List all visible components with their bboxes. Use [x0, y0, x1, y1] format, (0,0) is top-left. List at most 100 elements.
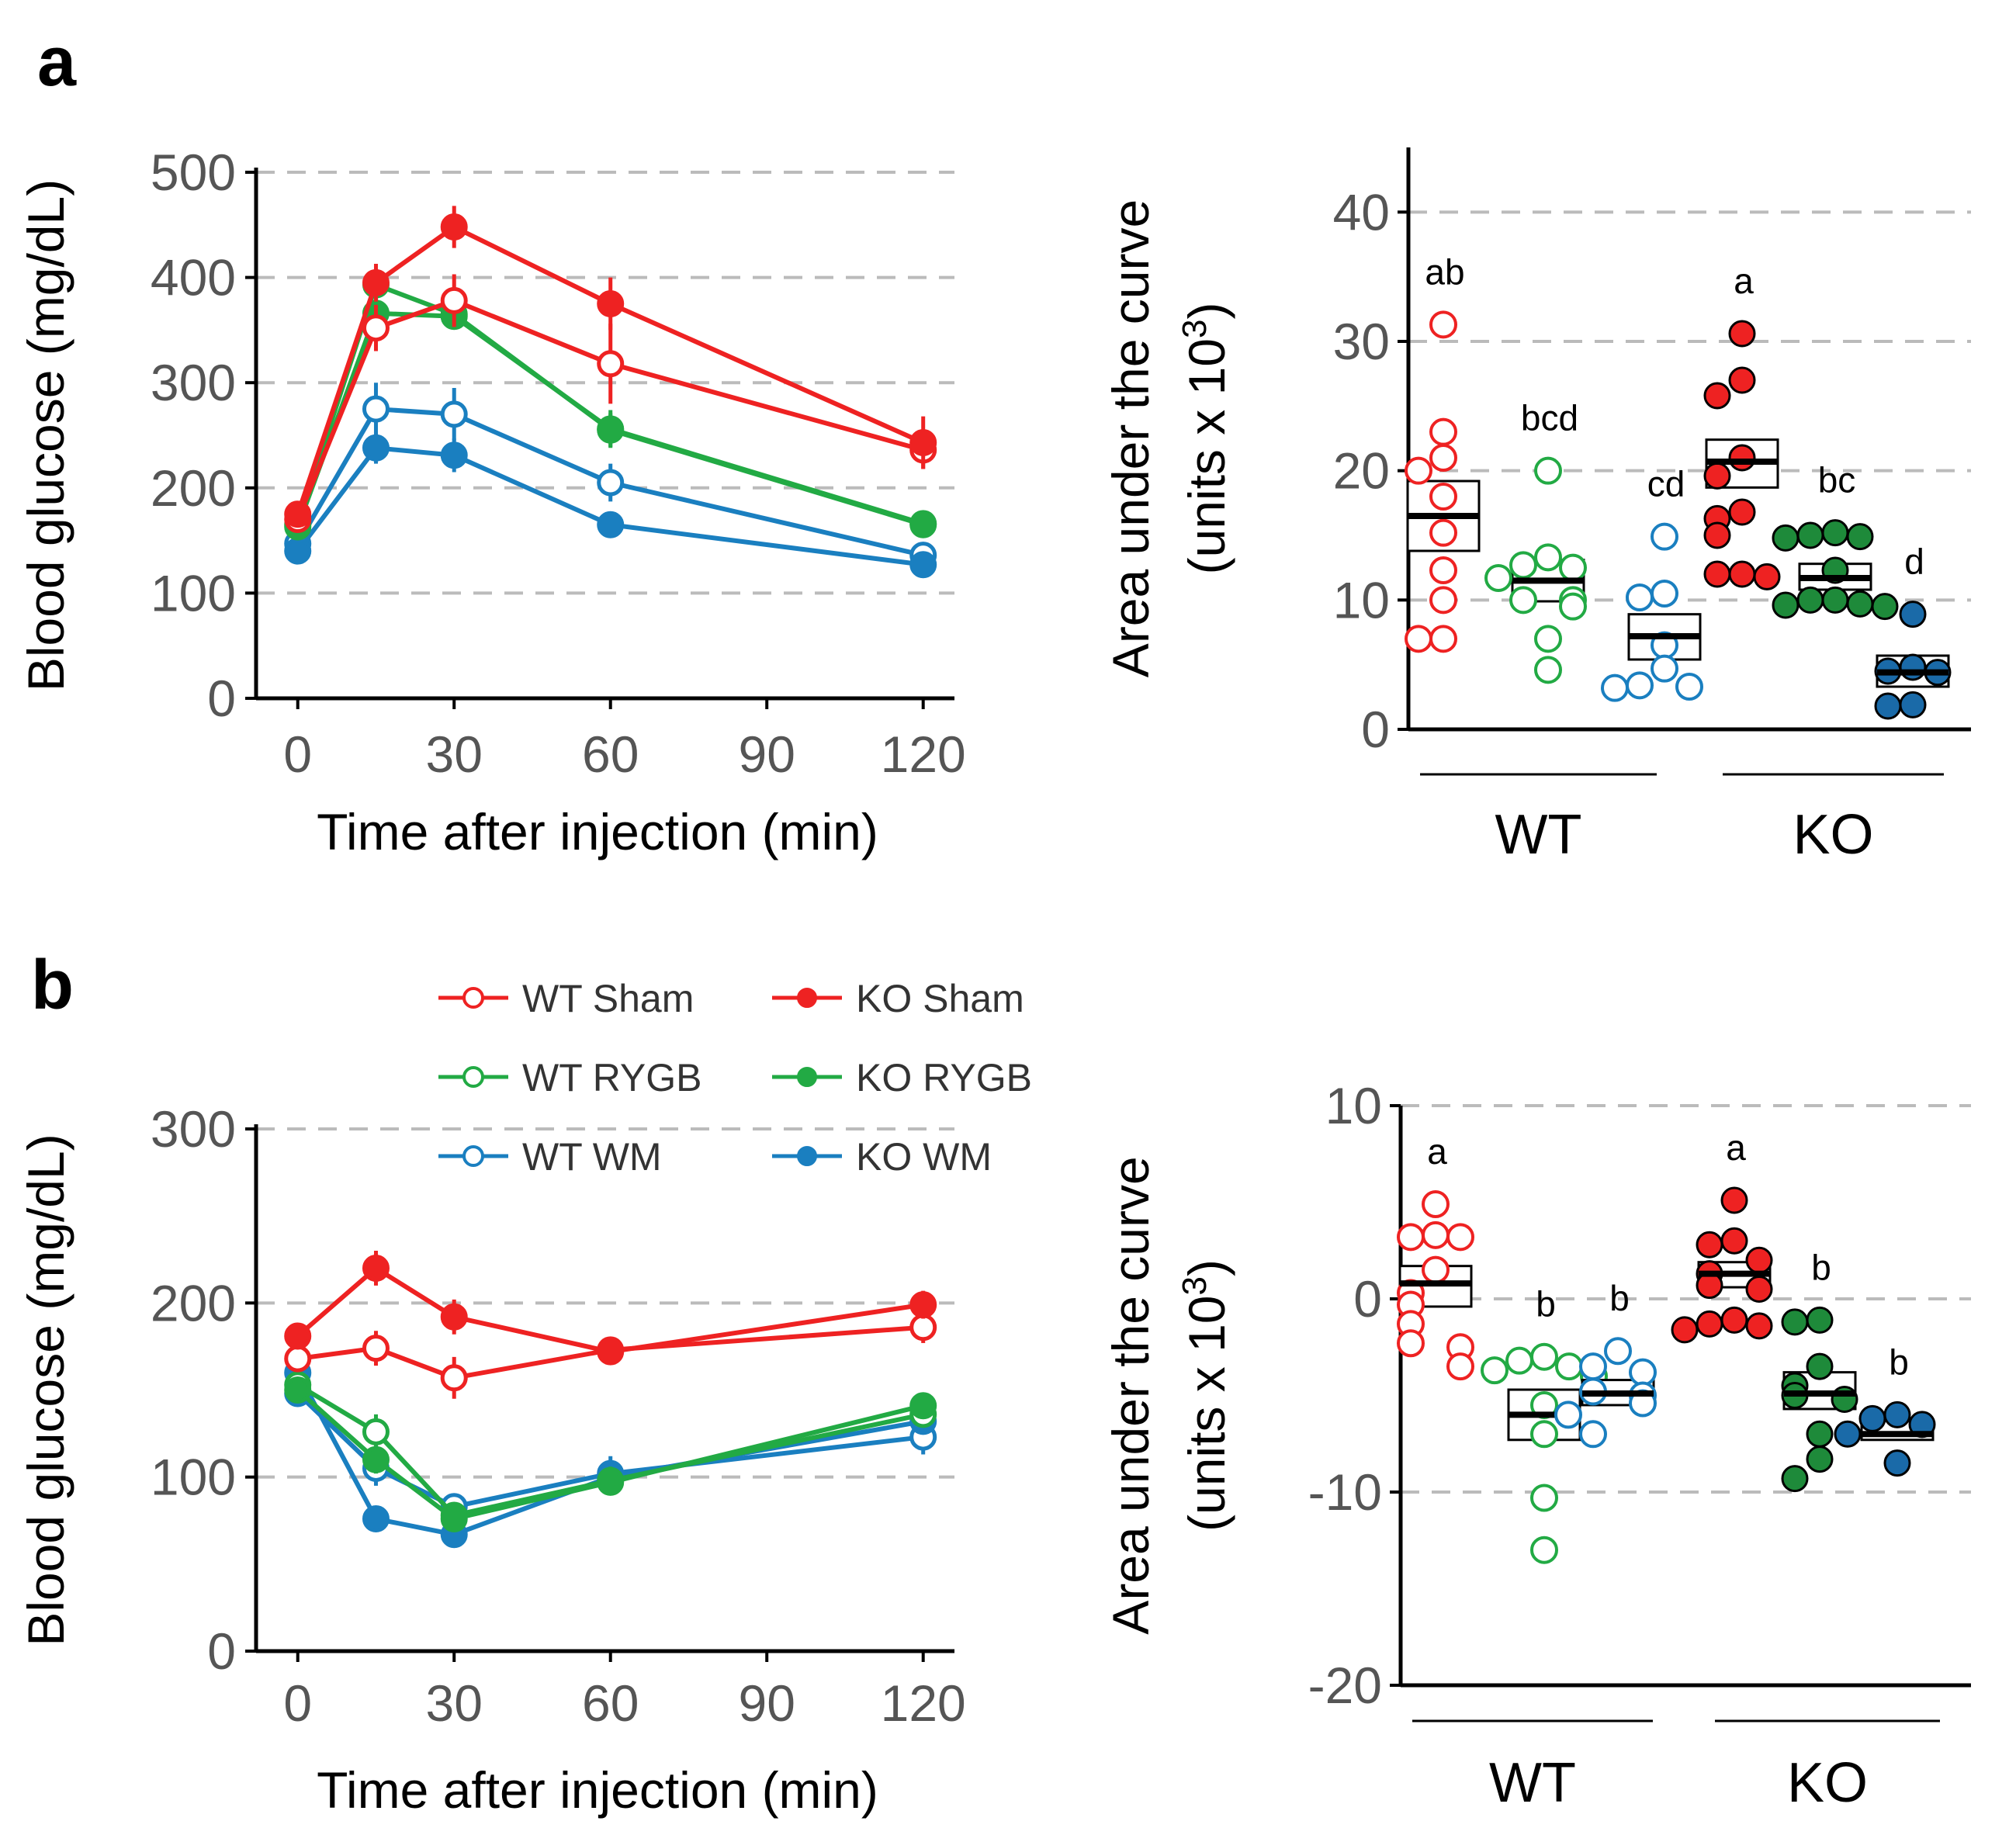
chart-b-auc-scatter: -20 -10 0 10 Area under the curve (units x 10… [1102, 1077, 1971, 1814]
point-ko-rygb-2 [1846, 523, 1874, 551]
point-ko-rygb-15 [362, 1445, 390, 1473]
point-ko-rygb-7 [1806, 1445, 1834, 1473]
y-axis-title-prefix: (units x 10 [1178, 338, 1235, 574]
point-ko-sham-15 [362, 1254, 390, 1282]
legend-item-wt-rygb: WT RYGB [438, 1056, 702, 1099]
column-ko-rygb: bc [1772, 460, 1899, 621]
point-ko-rygb-0 [1821, 519, 1849, 547]
point-ko-sham-0 [284, 500, 312, 528]
point-ko-rygb-8 [1781, 1465, 1809, 1493]
sig-letter-wt-sham: ab [1425, 251, 1464, 292]
x-tick-label-30: 30 [426, 725, 483, 783]
series-line-ko-rygb [296, 1388, 924, 1522]
point-wt-sham-10 [1446, 1352, 1474, 1381]
point-wt-rygb-5 [1509, 586, 1537, 615]
y-tick-label--20: -20 [1308, 1657, 1382, 1714]
x-axis-title: Time after injection (min) [317, 803, 878, 860]
x-tick-label-60: 60 [582, 725, 639, 783]
point-wt-rygb-2 [1509, 551, 1537, 580]
point-ko-wm-5 [1874, 692, 1902, 720]
x-tick-label-60: 60 [582, 1674, 639, 1732]
point-ko-rygb-6 [1806, 1420, 1834, 1448]
point-ko-wm-15 [362, 434, 390, 462]
point-ko-rygb-6 [1796, 586, 1824, 614]
y-tick-label-40: 40 [1333, 183, 1390, 241]
point-wt-sham-15 [362, 314, 390, 342]
point-wt-sham-2 [1397, 1223, 1425, 1252]
point-wt-wm-5 [1626, 671, 1654, 700]
y-axis-title-line2: (units x 103) [1176, 303, 1235, 575]
point-ko-wm-1 [1899, 653, 1927, 681]
y-tick-label-20: 20 [1333, 442, 1390, 500]
series-ko-sham [284, 1251, 937, 1366]
y-tick-label-0: 0 [207, 670, 236, 727]
sig-letter-wt-rygb: b [1536, 1284, 1556, 1324]
point-wt-rygb-1 [1534, 543, 1562, 572]
group-label-wt: WT [1489, 1752, 1576, 1814]
point-wt-sham-1 [1429, 417, 1457, 446]
point-ko-rygb-1 [1796, 521, 1824, 549]
point-wt-sham-8 [1429, 625, 1457, 653]
legend-item-wt-sham: WT Sham [438, 977, 694, 1020]
point-ko-sham-0 [1728, 320, 1756, 348]
legend-item-ko-rygb: KO RYGB [772, 1056, 1032, 1099]
point-ko-sham-120 [909, 1291, 937, 1319]
point-ko-sham-30 [440, 1303, 468, 1331]
y-tick-label-0: 0 [1353, 1270, 1382, 1328]
point-wt-rygb-15 [362, 1418, 390, 1445]
y-tick-label-10: 10 [1325, 1077, 1382, 1134]
legend-label-wt-sham: WT Sham [522, 977, 694, 1020]
point-ko-wm-0 [284, 537, 312, 565]
point-ko-sham-15 [362, 268, 390, 296]
x-tick-label-120: 120 [881, 1674, 966, 1732]
y-axis-title-line1: Area under the curve [1102, 1156, 1159, 1634]
point-wt-rygb-6 [1530, 1420, 1558, 1449]
point-wt-wm-7 [1579, 1420, 1607, 1449]
y-axis-title-line1: Area under the curve [1102, 199, 1159, 677]
series-line-ko-wm [296, 1371, 924, 1537]
point-ko-sham-7 [1720, 1306, 1748, 1334]
point-wt-sham-30 [440, 1364, 468, 1392]
point-ko-rygb-8 [1772, 591, 1800, 619]
point-wt-rygb-0 [1530, 1342, 1558, 1371]
point-ko-wm-4 [1883, 1449, 1911, 1477]
point-wt-rygb-9 [1534, 656, 1562, 684]
chart-a-auc-scatter: 0 10 20 30 40 Area under the curve (units x 10… [1102, 147, 1971, 866]
point-ko-wm-120 [909, 551, 937, 579]
point-ko-rygb-0 [1806, 1306, 1834, 1334]
column-wt-rygb: bcd [1484, 398, 1587, 684]
point-wt-rygb-0 [1534, 456, 1562, 485]
legend-marker-wt-wm [462, 1145, 484, 1167]
x-tick-label-90: 90 [738, 1674, 795, 1732]
sig-letter-ko-sham: a [1726, 1127, 1746, 1168]
legend-marker-ko-rygb [797, 1067, 817, 1087]
point-ko-sham-5 [1728, 498, 1756, 526]
point-ko-wm-60 [597, 511, 625, 538]
x-tick-label-90: 90 [738, 725, 795, 783]
point-ko-sham-60 [597, 290, 625, 317]
point-wt-sham-8 [1397, 1329, 1425, 1358]
point-wt-sham-15 [362, 1335, 390, 1362]
point-wt-wm-1 [1651, 580, 1678, 608]
point-ko-wm-15 [362, 1505, 390, 1533]
point-wt-sham-0 [1422, 1189, 1450, 1218]
y-tick-label-300: 300 [151, 354, 236, 411]
point-wt-rygb-8 [1530, 1536, 1558, 1564]
point-wt-wm-1 [1579, 1352, 1607, 1381]
x-tick-label-120: 120 [881, 725, 966, 783]
point-wt-sham-1 [1422, 1220, 1450, 1249]
column-ko-sham: a [1671, 1127, 1773, 1344]
point-wt-wm-6 [1675, 673, 1703, 701]
column-wt-wm: cd [1601, 464, 1703, 702]
series-ko-wm [284, 431, 937, 579]
point-wt-wm-7 [1601, 673, 1629, 702]
point-wt-wm-15 [362, 395, 390, 423]
y-axis-title-superscript: 3 [1176, 320, 1214, 338]
point-wt-sham-0 [284, 1345, 312, 1373]
y-tick-label-500: 500 [151, 144, 236, 201]
column-wt-sham: a [1397, 1131, 1474, 1381]
y-axis-title: Blood glucose (mg/dL) [17, 1134, 74, 1646]
y-axis-title-line2: (units x 103) [1176, 1259, 1235, 1532]
legend-item-wt-wm: WT WM [438, 1135, 662, 1179]
